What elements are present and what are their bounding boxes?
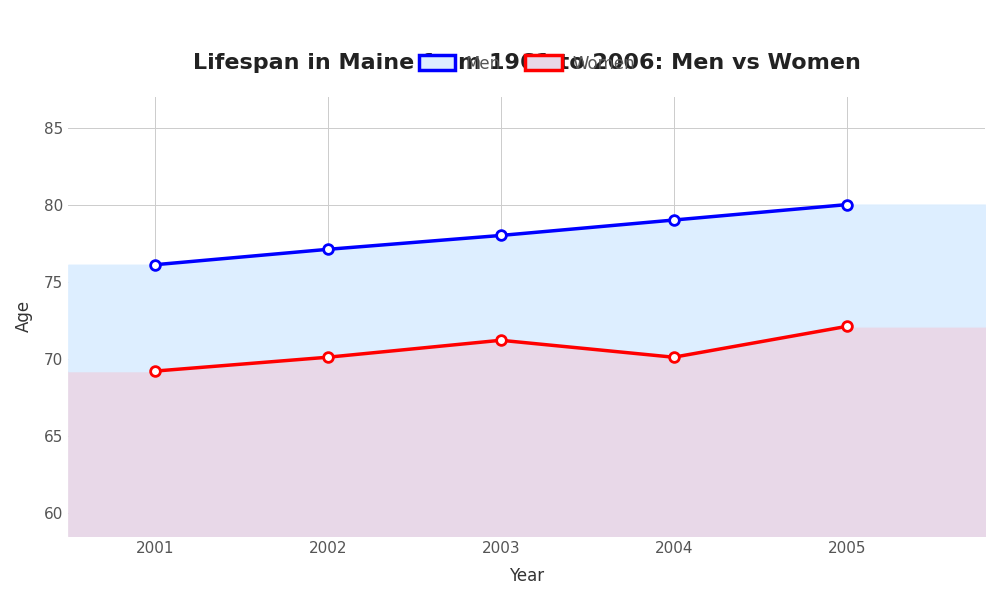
X-axis label: Year: Year [509, 567, 544, 585]
Title: Lifespan in Maine from 1961 to 2006: Men vs Women: Lifespan in Maine from 1961 to 2006: Men… [193, 53, 861, 73]
Legend: Men, Women: Men, Women [412, 48, 641, 79]
Y-axis label: Age: Age [15, 301, 33, 332]
